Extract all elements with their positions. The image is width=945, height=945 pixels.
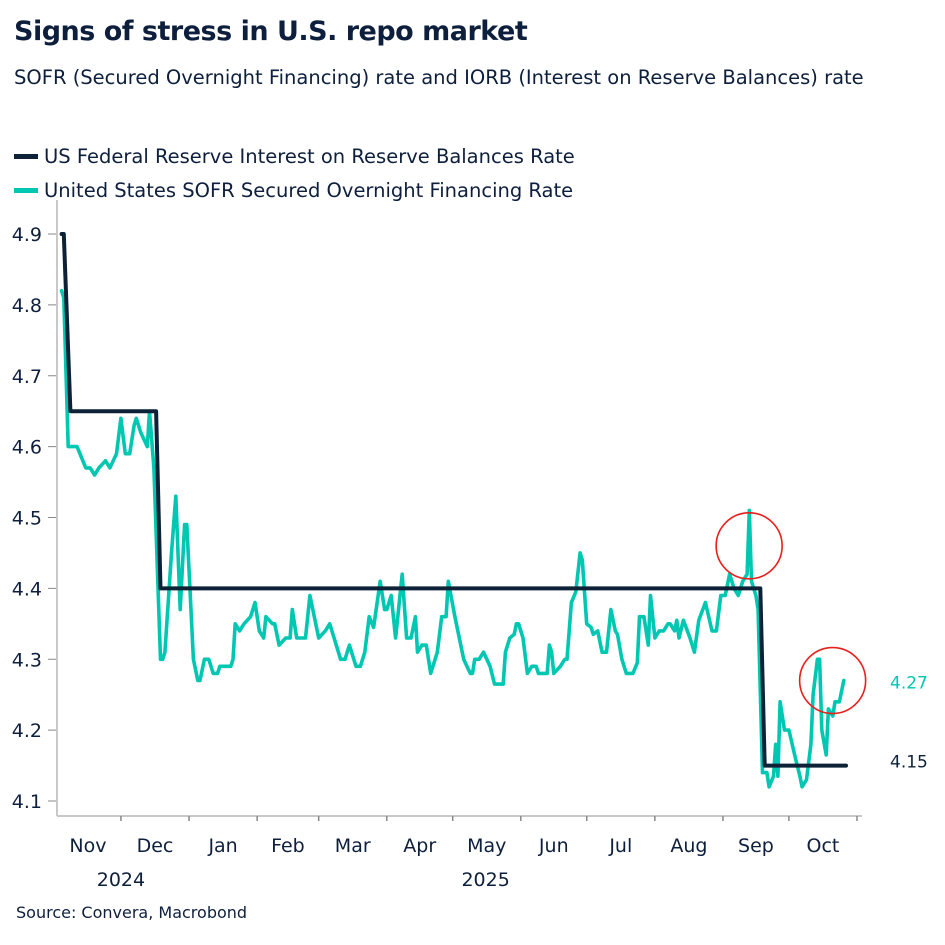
y-tick-label: 4.6 [12, 437, 42, 459]
x-tick-label-aug: Aug [670, 835, 707, 857]
x-tick-label-jan: Jan [207, 835, 237, 857]
legend: US Federal Reserve Interest on Reserve B… [14, 139, 575, 207]
x-tick-label-feb: Feb [271, 835, 305, 857]
legend-item-sofr[interactable]: United States SOFR Secured Overnight Fin… [14, 173, 575, 207]
legend-swatch-iorb [14, 153, 38, 159]
x-tick-label-nov: Nov [69, 835, 106, 857]
highlight-circle-1 [715, 512, 783, 580]
x-tick-label-dec: Dec [137, 835, 174, 857]
x-year-label: 2025 [461, 869, 509, 891]
legend-item-iorb[interactable]: US Federal Reserve Interest on Reserve B… [14, 139, 575, 173]
x-tick-label-jun: Jun [538, 835, 569, 857]
x-tick-label-oct: Oct [807, 835, 840, 857]
source-note: Source: Convera, Macrobond [16, 903, 248, 922]
chart-subtitle: SOFR (Secured Overnight Financing) rate … [14, 66, 864, 89]
x-tick-label-jul: Jul [608, 835, 632, 857]
y-tick-label: 4.9 [12, 224, 42, 246]
last-value-label-iorb: 4.15 [890, 753, 928, 773]
y-tick-label: 4.2 [12, 720, 42, 742]
y-tick-label: 4.5 [12, 508, 42, 530]
x-tick-label-may: May [467, 835, 506, 857]
y-tick-label: 4.1 [12, 791, 42, 813]
legend-label-iorb: US Federal Reserve Interest on Reserve B… [44, 144, 575, 168]
x-tick-label-sep: Sep [738, 835, 774, 857]
legend-label-sofr: United States SOFR Secured Overnight Fin… [44, 178, 574, 202]
legend-swatch-sofr [14, 187, 38, 193]
y-tick-label: 4.7 [12, 366, 42, 388]
chart-title: Signs of stress in U.S. repo market [14, 16, 528, 47]
x-tick-label-apr: Apr [403, 835, 436, 857]
y-tick-label: 4.8 [12, 295, 42, 317]
x-year-label: 2024 [97, 869, 145, 891]
y-tick-label: 4.3 [12, 649, 42, 671]
series-line-sofr [59, 288, 846, 789]
y-tick-label: 4.4 [12, 578, 42, 600]
x-tick-label-mar: Mar [335, 835, 371, 857]
series-line-iorb [59, 232, 848, 768]
last-value-label-sofr: 4.27 [890, 674, 928, 694]
highlight-circle-2 [798, 646, 867, 715]
